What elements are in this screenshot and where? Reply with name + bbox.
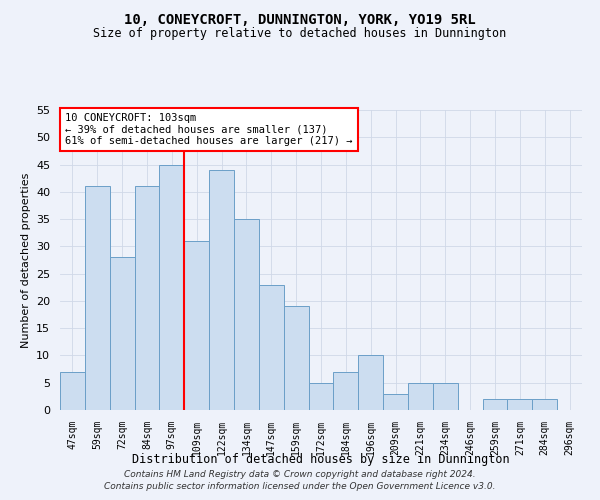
Bar [433,382,458,410]
Bar [184,241,209,410]
Text: Distribution of detached houses by size in Dunnington: Distribution of detached houses by size … [132,452,510,466]
Bar [358,356,383,410]
Bar [408,382,433,410]
Bar [532,399,557,410]
Bar [508,399,532,410]
Bar [284,306,308,410]
Bar [259,284,284,410]
Bar [110,258,134,410]
Bar [308,382,334,410]
Bar [160,164,184,410]
Bar [383,394,408,410]
Bar [85,186,110,410]
Bar [482,399,508,410]
Text: Contains HM Land Registry data © Crown copyright and database right 2024.: Contains HM Land Registry data © Crown c… [124,470,476,479]
Text: 10, CONEYCROFT, DUNNINGTON, YORK, YO19 5RL: 10, CONEYCROFT, DUNNINGTON, YORK, YO19 5… [124,12,476,26]
Text: Size of property relative to detached houses in Dunnington: Size of property relative to detached ho… [94,28,506,40]
Y-axis label: Number of detached properties: Number of detached properties [20,172,31,348]
Text: 10 CONEYCROFT: 103sqm
← 39% of detached houses are smaller (137)
61% of semi-det: 10 CONEYCROFT: 103sqm ← 39% of detached … [65,113,353,146]
Bar [60,372,85,410]
Bar [334,372,358,410]
Bar [209,170,234,410]
Bar [134,186,160,410]
Text: Contains public sector information licensed under the Open Government Licence v3: Contains public sector information licen… [104,482,496,491]
Bar [234,219,259,410]
